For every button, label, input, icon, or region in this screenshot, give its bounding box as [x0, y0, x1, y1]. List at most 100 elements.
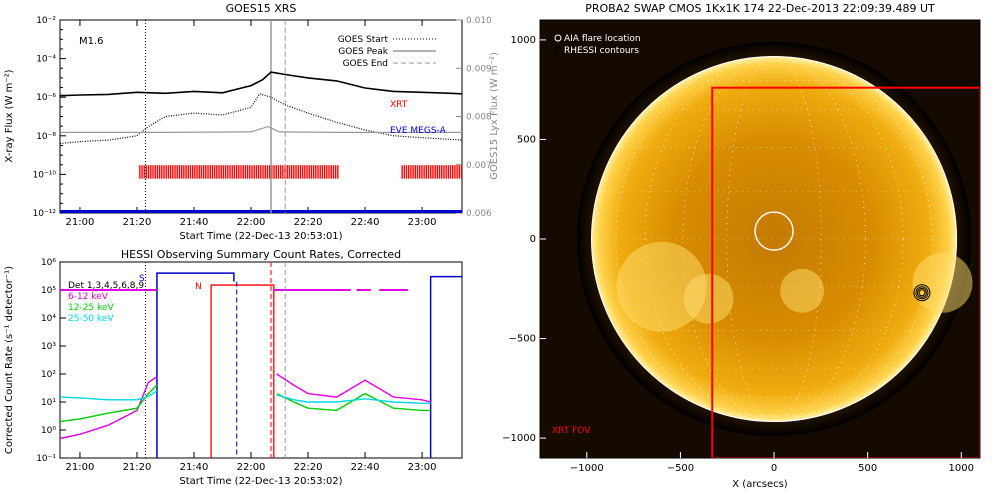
goes-lyman-series [60, 125, 462, 133]
goes-y-tick-label: 10⁻¹⁰ [33, 170, 57, 180]
hessi-legend: Det 1,3,4,5,6,8,9 6-12 keV 12-25 keV 25-… [68, 281, 144, 324]
longitude-line [682, 56, 866, 422]
swap-x-tick-label: 1000 [949, 463, 974, 474]
legend-rhessi: RHESSI contours [564, 46, 639, 56]
swap-image [540, 20, 980, 458]
hessi-x-tick-label: 23:00 [408, 462, 437, 473]
swap-y-tick-label: 0 [530, 234, 536, 245]
rhessi-contour [918, 289, 926, 297]
longitude-line [597, 56, 951, 422]
goes-y2-axis: 0.010 0.009 0.008 0.007 0.006 [456, 16, 492, 219]
hessi-25-50-series [276, 394, 431, 404]
hessi-x-tick-label: 21:00 [66, 462, 95, 473]
legend-6-12: 6-12 keV [68, 292, 109, 302]
goes-y2-tick-label: 0.006 [466, 209, 492, 219]
goes-x-tick-label: 23:00 [408, 217, 437, 228]
goes-y2-tick-label: 0.010 [466, 16, 492, 26]
hessi-12-25-series [60, 384, 158, 423]
swap-legend: AIA flare location RHESSI contours [554, 34, 641, 56]
hessi-plot-area [60, 262, 462, 458]
hessi-x-tick-label: 22:20 [294, 462, 323, 473]
swap-y-tick-label: −1000 [502, 433, 536, 444]
goes-y-tick-label: 10⁻⁸ [36, 132, 56, 142]
hessi-x-tick-label: 22:00 [237, 462, 266, 473]
legend-12-25: 12-25 keV [68, 303, 114, 313]
swap-y-tick-label: 1000 [511, 35, 536, 46]
swap-x-tick-label: −1000 [570, 463, 604, 474]
swap-y-tick-label: −500 [509, 334, 536, 345]
flag-n: N [195, 282, 202, 292]
swap-x-tick-label: −500 [667, 463, 694, 474]
swap-x-tick-label: 0 [771, 463, 777, 474]
goes-y-tick-label: 10⁻² [36, 16, 56, 26]
goes-panel: GOES15 XRS 10⁻² 10⁻⁴ 10⁻⁶ 10⁻⁸ 10⁻¹⁰ 10⁻¹² 0.… [4, 2, 500, 242]
hessi-panel: HESSI Observing Summary Count Rates, Cor… [4, 248, 463, 487]
hessi-6-12-series [276, 373, 431, 403]
goes-legend: GOES Start GOES Peak GOES End [338, 35, 436, 69]
limb-line [590, 55, 958, 423]
active-region [616, 241, 707, 332]
goes-x-tick-label: 22:20 [294, 217, 323, 228]
goes-x-tick-label: 21:40 [180, 217, 209, 228]
goes-y2-tick-label: 0.009 [466, 64, 492, 74]
hessi-y-tick-label: 10⁰ [41, 426, 56, 436]
swap-y-axis: 1000 500 0 −500 −1000 [502, 35, 546, 444]
legend-rhessi-marker [554, 46, 562, 54]
legend-aia-marker [554, 34, 562, 42]
aia-flare-circle [754, 211, 794, 251]
hessi-x-tick-label: 21:20 [123, 462, 152, 473]
active-region [683, 273, 734, 324]
rhessi-contour [916, 287, 927, 298]
swap-panel: PROBA2 SWAP CMOS 1Kx1K 174 22-Dec-2013 2… [502, 2, 981, 490]
longitude-line [726, 56, 822, 422]
hessi-6-12-series [60, 376, 158, 440]
eve-label: EVE MEGS-A [390, 126, 447, 136]
goes-y2-tick-label: 0.008 [466, 113, 492, 123]
longitude-line [615, 56, 933, 422]
active-region [780, 268, 825, 313]
hessi-y-axis: 10⁶ 10⁵ 10⁴ 10³ 10² 10¹ 10⁰ 10⁻¹ [36, 258, 66, 464]
hessi-y-tick-label: 10⁻¹ [36, 454, 56, 464]
hessi-y-tick-label: 10⁵ [41, 286, 56, 296]
hessi-title: HESSI Observing Summary Count Rates, Cor… [121, 248, 401, 261]
night-flag-line [210, 284, 275, 458]
hessi-x-axis: 21:00 21:20 21:40 22:00 22:20 22:40 23:00 [66, 452, 437, 473]
goes-x-tick-label: 21:20 [123, 217, 152, 228]
goes-y-label: X-ray Flux (W m⁻²) [4, 69, 15, 162]
goes-long-series [60, 71, 462, 97]
hessi-y-tick-label: 10² [41, 370, 56, 380]
goes-plot-area [60, 20, 462, 213]
saa-flag-line-2 [429, 275, 462, 458]
goes-y-axis: 10⁻² 10⁻⁴ 10⁻⁶ 10⁻⁸ 10⁻¹⁰ 10⁻¹² [33, 16, 66, 219]
hessi-25-50-series [60, 390, 158, 401]
swap-y-tick-label: 500 [517, 134, 536, 145]
hessi-12-25-series [276, 392, 431, 412]
xrt-label: XRT [390, 100, 408, 110]
saa-flag-line [156, 272, 235, 458]
active-region [912, 252, 973, 313]
flag-s: S [139, 274, 145, 284]
xrt-fov-label: XRT FOV [552, 426, 591, 436]
goes-x-label: Start Time (22-Dec-13 20:53:01) [179, 231, 342, 242]
hessi-x-tick-label: 22:40 [351, 462, 380, 473]
goes-y2-label: GOES15 Lyx Flux (W m⁻²) [489, 52, 500, 180]
goes-plot-frame [59, 19, 463, 214]
swap-x-label: X (arcsecs) [732, 479, 788, 490]
goes-y2-tick-label: 0.007 [466, 161, 492, 171]
hessi-y-tick-label: 10⁴ [41, 314, 56, 324]
rhessi-contour [915, 286, 929, 300]
hessi-x-label: Start Time (22-Dec-13 20:53:02) [179, 476, 342, 487]
legend-25-50: 25-50 keV [68, 314, 114, 324]
legend-goes-end: GOES End [343, 59, 388, 69]
hessi-x-tick-label: 21:40 [180, 462, 209, 473]
swap-title: PROBA2 SWAP CMOS 1Kx1K 174 22-Dec-2013 2… [585, 2, 935, 15]
flare-class-label: M1.6 [79, 36, 104, 47]
legend-goes-peak: GOES Peak [338, 47, 388, 57]
hessi-plot-frame [59, 261, 463, 459]
hessi-y-tick-label: 10¹ [41, 398, 56, 408]
goes-y-tick-label: 10⁻⁴ [36, 55, 56, 65]
goes-x-tick-label: 22:40 [351, 217, 380, 228]
rhessi-contour [913, 284, 931, 302]
swap-x-tick-label: 500 [858, 463, 877, 474]
